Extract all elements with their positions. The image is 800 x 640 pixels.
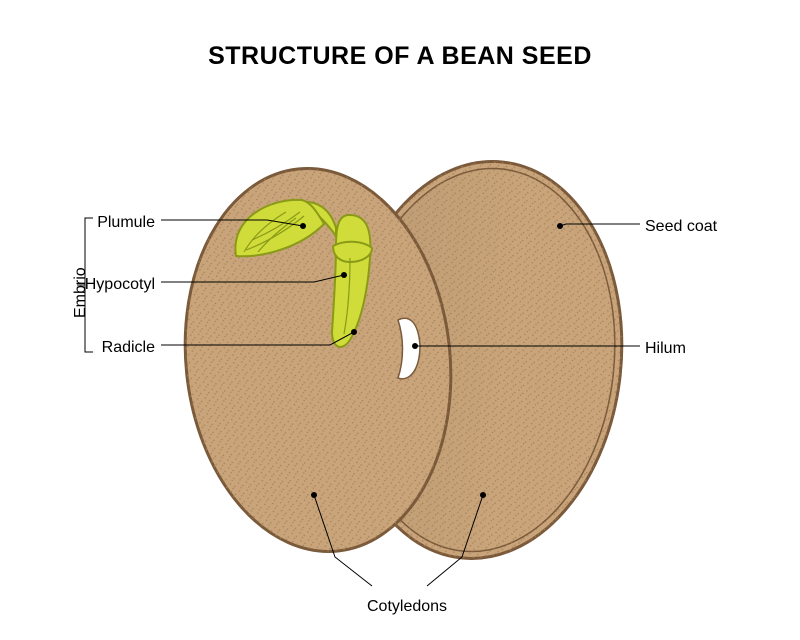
cotyledons-dot-0 xyxy=(311,492,317,498)
radicle-dot xyxy=(351,329,357,335)
embryo-bracket xyxy=(77,218,93,352)
plumule-dot xyxy=(300,223,306,229)
hilum-dot xyxy=(412,343,418,349)
cotyledons-dot-1 xyxy=(480,492,486,498)
hypocotyl-dot xyxy=(341,272,347,278)
seedcoat-dot xyxy=(557,223,563,229)
diagram-canvas xyxy=(0,0,800,640)
